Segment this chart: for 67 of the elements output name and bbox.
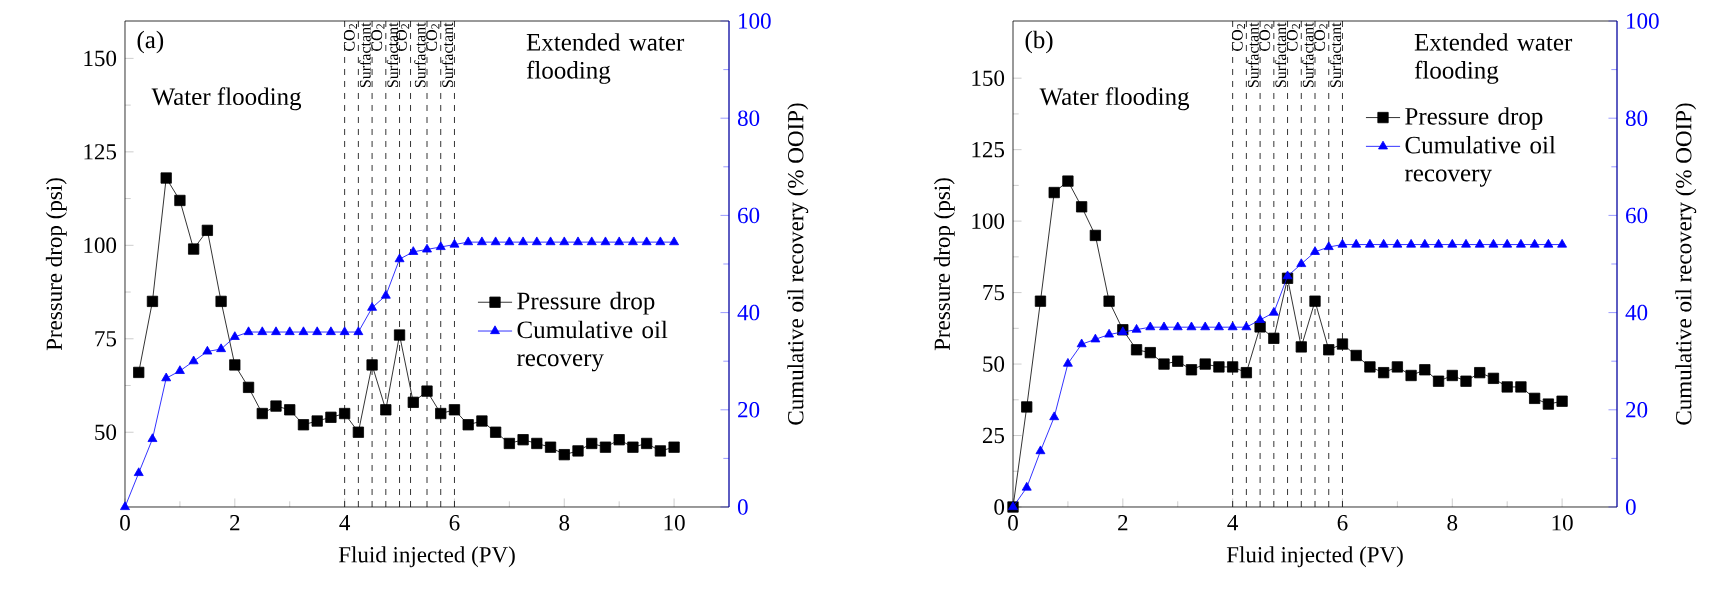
y2-axis-title: Cumulative oil recovery (% OOIP) <box>1675 103 1697 425</box>
annotation: (b) <box>1025 30 1053 54</box>
annotation: Extended water flooding <box>526 33 685 84</box>
x-tick-label: 6 <box>449 515 460 531</box>
ref-line-label: Surfactant <box>1274 22 1287 88</box>
annotation: (a) <box>137 30 164 54</box>
annotation: Extended water flooding <box>1414 33 1573 84</box>
x-tick-label: 0 <box>1008 515 1018 531</box>
x-tick-label: 10 <box>664 515 685 531</box>
y-tick-label: 100 <box>972 213 1005 229</box>
x-tick-label: 2 <box>230 515 240 531</box>
y2-axis-title: Cumulative oil recovery (% OOIP) <box>787 103 809 425</box>
x-axis-title: Fluid injected (PV) <box>338 546 515 568</box>
y-tick-label: 125 <box>84 144 117 160</box>
y2-tick-label: 80 <box>737 110 760 126</box>
y-tick-label: 75 <box>95 331 117 347</box>
y-tick-label: 125 <box>972 141 1005 158</box>
y-tick-label: 25 <box>982 427 1005 444</box>
x-tick-label: 8 <box>1447 515 1458 531</box>
ref-line-label: CO$_{2}$ <box>426 24 440 51</box>
y2-tick-label: 0 <box>737 499 748 515</box>
y2-tick-label: 20 <box>1626 402 1648 418</box>
y-tick-label: 150 <box>972 70 1005 86</box>
ref-line-label: CO$_{2}$ <box>343 24 357 51</box>
y2-tick-label: 40 <box>1625 304 1648 321</box>
ref-line-label: Surfactant <box>414 22 426 88</box>
y2-tick-label: 80 <box>1625 110 1648 126</box>
y-tick-label: 100 <box>84 237 117 254</box>
x-tick-label: 10 <box>1552 515 1573 531</box>
x-axis-title: Fluid injected (PV) <box>1226 546 1403 568</box>
y-tick-label: 0 <box>994 499 1005 515</box>
legend-label: Cumulative oil recovery <box>516 320 668 372</box>
ref-line-label: CO$_{2}$ <box>371 24 385 51</box>
ref-line-label: Surfactant <box>1329 22 1342 88</box>
y2-tick-label: 60 <box>738 207 760 224</box>
y2-tick-label: 60 <box>1626 207 1648 224</box>
ref-line-label: Surfactant <box>1247 22 1259 88</box>
y2-tick-label: 100 <box>1627 13 1659 29</box>
y-axis-title: Pressure drop (psi) <box>933 178 955 351</box>
x-tick-label: 2 <box>1118 515 1128 531</box>
y-tick-label: 50 <box>983 356 1005 372</box>
y2-tick-label: 0 <box>1625 499 1636 515</box>
legend-label: Pressure drop <box>1405 107 1543 130</box>
y-tick-label: 150 <box>84 50 117 67</box>
x-tick-label: 6 <box>1337 515 1348 531</box>
y2-tick-label: 100 <box>739 13 771 29</box>
y2-tick-label: 20 <box>738 402 760 418</box>
y2-tick-label: 40 <box>737 304 760 321</box>
annotation: Water flooding <box>151 87 302 111</box>
x-tick-label: 0 <box>120 515 130 531</box>
y-tick-label: 75 <box>983 284 1005 301</box>
ref-line-label: CO$_{2}$ <box>1259 24 1273 51</box>
ref-line-label: CO$_{2}$ <box>1286 24 1300 51</box>
ref-line-label: Surfactant <box>386 22 399 88</box>
x-tick-label: 4 <box>339 515 351 531</box>
x-tick-label: 4 <box>1227 515 1239 531</box>
ref-line-label: CO$_{2}$ <box>1231 24 1245 51</box>
ref-line-label: Surfactant <box>1302 22 1314 88</box>
x-tick-label: 8 <box>559 515 570 531</box>
y-axis-title: Pressure drop (psi) <box>45 178 67 351</box>
annotation: Water flooding <box>1039 87 1190 111</box>
ref-line-label: Surfactant <box>359 22 371 88</box>
legend-label: Pressure drop <box>517 291 655 315</box>
ref-line-label: Surfactant <box>441 22 454 88</box>
ref-line-label: CO$_{2}$ <box>1314 24 1328 51</box>
legend-label: Cumulative oil recovery <box>1404 135 1556 187</box>
y-tick-label: 50 <box>95 424 117 440</box>
